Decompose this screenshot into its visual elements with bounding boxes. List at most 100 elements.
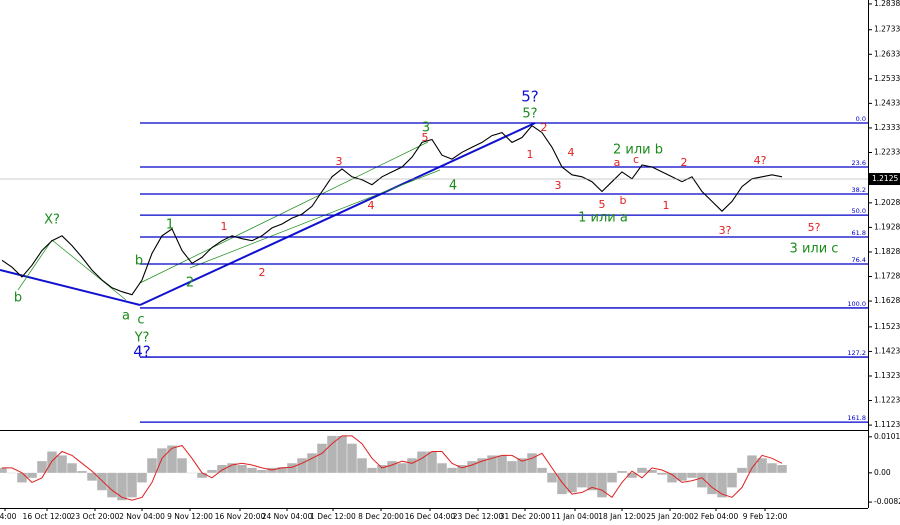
osc-bar: [637, 467, 647, 473]
osc-bar: [627, 472, 637, 478]
wave-label: 5: [599, 198, 606, 211]
osc-bar: [337, 435, 347, 473]
y-tick-label: 1.1323: [874, 371, 900, 380]
osc-bar: [247, 467, 257, 473]
x-tick-label: 11 Jan 04:00: [551, 512, 599, 521]
osc-bar: [287, 463, 297, 473]
fib-level-label: 127.2: [847, 349, 866, 357]
osc-bar: [697, 472, 707, 488]
wave-label: b: [14, 291, 22, 306]
y-tick-label: 1.2533: [874, 74, 900, 83]
wave-label: 3 или c: [790, 242, 839, 257]
osc-bar: [47, 451, 57, 473]
osc-bar: [57, 455, 67, 473]
osc-bar: [607, 472, 617, 483]
osc-bar: [617, 471, 627, 473]
y-tick-label: 1.1123: [874, 420, 900, 429]
current-price-box: [869, 173, 900, 186]
osc-bar: [277, 467, 287, 473]
channel-line: [17, 239, 53, 291]
x-tick-label: 9 Nov 12:00: [167, 512, 213, 521]
osc-bar: [457, 465, 467, 473]
osc-bar: [707, 472, 717, 495]
price-line: [1, 124, 783, 296]
osc-bar: [417, 451, 427, 473]
y-tick-label: 1.1423: [874, 346, 900, 355]
y-tick-label: 1.1628: [874, 296, 900, 305]
osc-bar: [427, 451, 437, 473]
osc-bar: [687, 472, 697, 478]
y-tick-label: 1.2233: [874, 148, 900, 157]
trend-line: [139, 122, 536, 306]
x-tick-label: 23 Dec 12:00: [453, 512, 504, 521]
osc-bar: [347, 443, 357, 473]
osc-bar: [567, 472, 577, 493]
osc-bar: [297, 458, 307, 473]
osc-bar: [777, 465, 787, 473]
osc-bar: [107, 472, 117, 498]
osc-y-tick-label: 0.00: [874, 468, 891, 477]
y-tick-label: 1.2633: [874, 49, 900, 58]
fib-level-label: 161.8: [847, 414, 866, 422]
channel-line: [189, 169, 441, 269]
osc-bar: [727, 472, 737, 488]
x-tick-label: 31 Dec 20:00: [500, 512, 551, 521]
wave-label: Y?: [134, 331, 150, 346]
x-tick-label: 1 Dec 12:00: [310, 512, 356, 521]
wave-label: 3?: [719, 224, 732, 237]
osc-bar: [147, 458, 157, 473]
osc-bar: [747, 455, 757, 473]
wave-label: 4: [368, 199, 375, 212]
x-tick-label: 24 Nov 04:00: [262, 512, 313, 521]
wave-label: 5?: [521, 88, 539, 106]
osc-bar: [97, 472, 107, 491]
channel-line: [139, 141, 429, 284]
wave-label: 5?: [522, 107, 537, 122]
x-tick-label: 16 Nov 20:00: [215, 512, 266, 521]
osc-bar: [117, 472, 127, 501]
osc-bar: [317, 443, 327, 473]
osc-y-tick-label: -0.00823: [874, 497, 900, 506]
channel-line: [51, 239, 127, 301]
osc-bar: [477, 458, 487, 473]
current-price-label: 1.2125: [872, 174, 898, 183]
osc-bar: [0, 467, 7, 473]
osc-bar: [137, 472, 147, 483]
wave-label: 5: [422, 131, 429, 144]
y-tick-label: 1.2028: [874, 198, 900, 207]
wave-label: 1 или a: [578, 211, 628, 226]
wave-label: 2: [259, 266, 266, 279]
osc-bar: [767, 463, 777, 473]
osc-bar: [307, 453, 317, 473]
x-tick-label: 4:00: [0, 512, 17, 521]
y-tick-label: 1.2433: [874, 98, 900, 107]
osc-bar: [367, 467, 377, 473]
osc-bar: [657, 472, 667, 475]
fib-level-label: 50.0: [852, 207, 866, 215]
osc-bar: [437, 463, 447, 473]
osc-bar: [197, 472, 207, 478]
y-tick-label: 1.2733: [874, 25, 900, 34]
osc-bar: [517, 458, 527, 473]
fib-level-label: 61.8: [852, 229, 866, 237]
wave-label: c: [633, 153, 639, 166]
wave-label: 4: [449, 179, 457, 194]
osc-bar: [647, 470, 657, 473]
fib-level-label: 0.0: [856, 115, 866, 123]
x-tick-label: 18 Jan 12:00: [598, 512, 646, 521]
osc-y-tick-label: 0.01014: [874, 432, 900, 441]
osc-bar: [587, 472, 597, 491]
osc-bar: [497, 455, 507, 473]
osc-bar: [17, 472, 27, 483]
wave-label: 1: [166, 218, 174, 233]
wave-label: 4?: [754, 154, 767, 167]
x-tick-label: 9 Feb 12:00: [743, 512, 788, 521]
osc-bar: [487, 455, 497, 473]
wave-label: 1: [221, 220, 228, 233]
y-tick-label: 1.1523: [874, 322, 900, 331]
osc-bar: [537, 467, 547, 473]
osc-bar: [737, 467, 747, 473]
osc-bar: [37, 461, 47, 473]
wave-label: 1: [663, 199, 670, 212]
wave-label: a: [614, 156, 621, 169]
